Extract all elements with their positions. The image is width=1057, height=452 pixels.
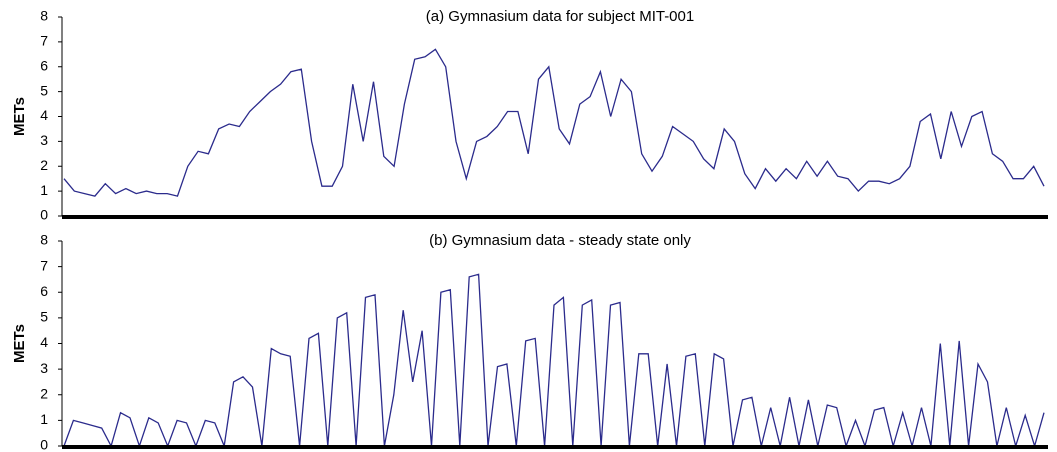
y-tick-label: 3 bbox=[40, 360, 48, 376]
y-tick-label: 8 bbox=[40, 8, 48, 24]
y-tick-label: 6 bbox=[40, 283, 48, 299]
chart-title: (a) Gymnasium data for subject MIT-001 bbox=[426, 8, 694, 25]
y-tick-label: 3 bbox=[40, 132, 48, 148]
y-tick-label: 7 bbox=[40, 33, 48, 49]
y-axis-label: METs bbox=[11, 324, 28, 363]
y-tick-label: 2 bbox=[40, 157, 48, 173]
y-tick-label: 5 bbox=[40, 82, 48, 98]
y-tick-label: 0 bbox=[40, 207, 48, 223]
data-line bbox=[63, 48, 1045, 197]
y-tick-label: 1 bbox=[40, 411, 48, 427]
y-tick-label: 2 bbox=[40, 385, 48, 401]
y-tick-label: 4 bbox=[40, 334, 48, 350]
data-line bbox=[63, 273, 1045, 449]
y-tick-label: 7 bbox=[40, 257, 48, 273]
y-tick-label: 8 bbox=[40, 232, 48, 248]
y-axis-label: METs bbox=[11, 97, 28, 136]
y-tick-label: 0 bbox=[40, 437, 48, 452]
chart-title: (b) Gymnasium data - steady state only bbox=[429, 232, 691, 249]
y-tick-label: 4 bbox=[40, 107, 48, 123]
y-tick-label: 1 bbox=[40, 182, 48, 198]
y-tick-label: 5 bbox=[40, 309, 48, 325]
y-tick-label: 6 bbox=[40, 57, 48, 73]
